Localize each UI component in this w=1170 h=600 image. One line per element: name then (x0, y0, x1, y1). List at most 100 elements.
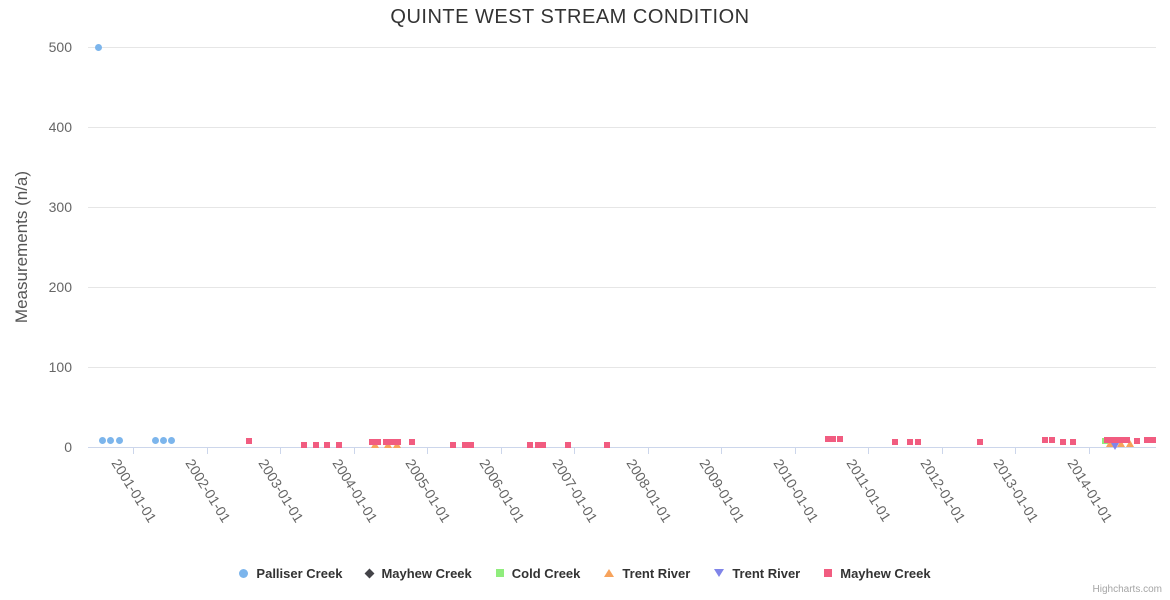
trent-river-point[interactable] (1116, 439, 1125, 447)
square-marker-icon (824, 569, 833, 577)
circle-marker-icon (239, 568, 249, 578)
x-axis-tick (647, 448, 649, 454)
mayhew-creek-point[interactable] (1144, 436, 1151, 443)
mayhew-creek-point[interactable] (449, 442, 456, 449)
mayhew-creek-point[interactable] (382, 439, 389, 446)
mayhew-creek-point[interactable] (906, 439, 913, 446)
x-axis-tick (794, 448, 796, 454)
mayhew-creek-point[interactable] (1048, 436, 1055, 443)
mayhew-creek-point[interactable] (914, 439, 921, 446)
triangle-down-marker-icon (714, 569, 725, 577)
legend-label: Mayhew Creek (840, 565, 931, 581)
mayhew-creek-point[interactable] (976, 439, 983, 446)
x-axis-tick (1088, 448, 1090, 454)
y-gridline (88, 47, 1156, 48)
x-axis-tick (500, 448, 502, 454)
square-marker-icon (495, 569, 504, 577)
mayhew-creek-point[interactable] (1103, 436, 1110, 443)
legend-item-palliser-creek[interactable]: Palliser Creek (239, 566, 342, 581)
y-axis-tick-label: 400 (48, 119, 72, 135)
mayhew-creek-point[interactable] (1134, 437, 1140, 444)
mayhew-creek-point[interactable] (1150, 436, 1157, 443)
mayhew-creek-point[interactable] (565, 442, 572, 449)
x-axis-tick-label: 2008-01-01 (622, 456, 675, 526)
mayhew-creek-point[interactable] (374, 439, 381, 446)
x-axis-tick (721, 448, 722, 454)
y-axis-title: Measurements (n/a) (12, 170, 31, 324)
y-gridline (88, 367, 1156, 368)
mayhew-creek-point[interactable] (1114, 436, 1121, 443)
x-axis-tick-label: 2005-01-01 (402, 456, 454, 526)
mayhew-creek-point[interactable] (462, 442, 469, 449)
y-gridline (88, 127, 1156, 128)
palliser-creek-point[interactable] (107, 437, 115, 445)
legend-item-mayhew-creek[interactable]: Mayhew Creek (364, 565, 472, 581)
trent-river-point[interactable] (1110, 443, 1119, 451)
palliser-creek-point[interactable] (152, 437, 160, 445)
x-axis-tick-label: 2014-01-01 (1063, 456, 1116, 526)
legend-item-cold-creek[interactable]: Cold Creek (495, 566, 580, 581)
trent-river-point[interactable] (1125, 439, 1134, 447)
mayhew-creek-point[interactable] (1042, 436, 1049, 443)
y-gridline (88, 287, 1156, 288)
mayhew-creek-point[interactable] (324, 442, 331, 449)
legend-item-trent-river[interactable]: Trent River (714, 566, 800, 581)
palliser-creek-point[interactable] (168, 437, 176, 445)
highcharts-credit[interactable]: Highcharts.com (1092, 584, 1162, 595)
mayhew-creek-point[interactable] (1059, 439, 1066, 446)
mayhew-creek-point[interactable] (246, 437, 253, 444)
legend-label: Trent River (732, 565, 801, 581)
trent-river-point[interactable] (1105, 439, 1114, 447)
mayhew-creek-point[interactable] (604, 442, 611, 449)
chart-title: QUINTE WEST STREAM CONDITION (390, 6, 750, 28)
mayhew-creek-point[interactable] (825, 436, 832, 442)
mayhew-creek-point[interactable] (395, 439, 402, 446)
y-axis-tick-label: 500 (48, 39, 72, 55)
mayhew-creek-point[interactable] (388, 439, 395, 446)
x-axis-tick-label: 2001-01-01 (108, 456, 160, 526)
mayhew-creek-point[interactable] (468, 442, 475, 449)
y-axis-tick-label: 300 (48, 199, 72, 215)
mayhew-creek-point[interactable] (1070, 439, 1077, 446)
mayhew-creek-point[interactable] (368, 439, 375, 446)
x-axis-tick-label: 2013-01-01 (990, 456, 1042, 526)
x-axis-tick-label: 2006-01-01 (475, 456, 528, 526)
mayhew-creek-point[interactable] (1119, 436, 1126, 443)
x-axis-tick-label: 2007-01-01 (549, 456, 601, 526)
x-axis-tick-label: 2004-01-01 (328, 456, 381, 526)
legend-label: Mayhew Creek (381, 565, 472, 581)
mayhew-creek-point[interactable] (837, 436, 844, 442)
x-axis-tick (574, 448, 575, 454)
mayhew-creek-point[interactable] (301, 442, 308, 449)
mayhew-creek-point[interactable] (540, 442, 547, 449)
x-axis-tick-label: 2003-01-01 (255, 456, 307, 526)
mayhew-creek-point[interactable] (1109, 436, 1116, 443)
x-axis-tick-label: 2009-01-01 (696, 456, 748, 526)
x-axis-tick (1015, 448, 1016, 454)
legend-item-trent-river[interactable]: Trent River (604, 566, 690, 581)
mayhew-creek-point[interactable] (526, 442, 533, 449)
mayhew-creek-point[interactable] (409, 439, 416, 446)
y-axis-tick-label: 0 (64, 439, 72, 455)
legend-label: Trent River (622, 565, 691, 581)
palliser-creek-point[interactable] (160, 437, 168, 445)
x-axis-tick (427, 448, 428, 454)
x-axis-tick-label: 2010-01-01 (769, 456, 822, 526)
x-axis-tick-label: 2011-01-01 (843, 456, 895, 525)
palliser-creek-point[interactable] (98, 437, 106, 445)
mayhew-creek-point[interactable] (313, 442, 319, 449)
x-axis-tick (133, 448, 134, 454)
mayhew-creek-point[interactable] (1123, 436, 1130, 443)
x-axis-tick (868, 448, 869, 454)
mayhew-creek-point[interactable] (892, 439, 899, 446)
legend-item-mayhew-creek[interactable]: Mayhew Creek (824, 565, 931, 581)
y-gridline (88, 207, 1156, 208)
palliser-creek-point[interactable] (115, 437, 123, 445)
x-axis-tick-label: 2002-01-01 (181, 456, 234, 526)
mayhew-creek-point[interactable] (829, 436, 836, 442)
legend-label: Palliser Creek (256, 565, 343, 581)
mayhew-creek-point[interactable] (534, 442, 541, 449)
palliser-creek-point[interactable] (94, 43, 102, 51)
mayhew-creek-point[interactable] (335, 442, 342, 449)
